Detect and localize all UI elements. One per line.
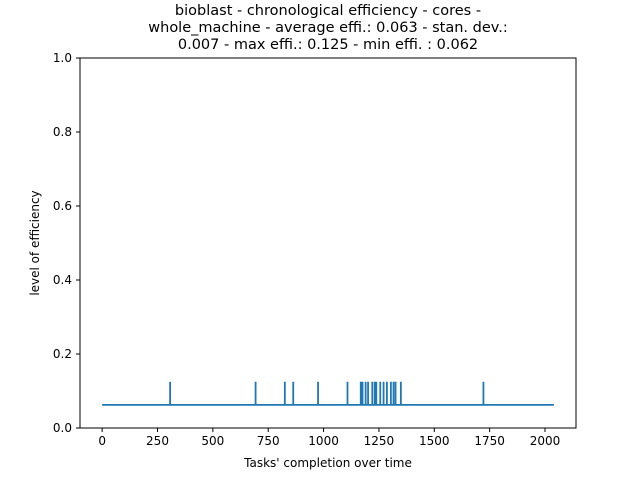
- x-tick-label: 250: [146, 434, 169, 448]
- chart-title-line-2: whole_machine - average effi.: 0.063 - s…: [148, 20, 507, 36]
- x-tick-label: 750: [257, 434, 280, 448]
- chart-title-line-1: bioblast - chronological efficiency - co…: [175, 3, 481, 19]
- x-tick-label: 500: [201, 434, 224, 448]
- y-tick-label: 0.6: [53, 199, 72, 213]
- chart-title: bioblast - chronological efficiency - co…: [148, 3, 507, 53]
- y-tick-label: 0.2: [53, 347, 72, 361]
- y-axis: 0.0 0.2 0.4 0.6 0.8 1.0: [53, 51, 80, 435]
- x-tick-label: 0: [98, 434, 106, 448]
- plot-area: [102, 381, 554, 406]
- x-axis: 0 250 500 750 1000 1250 1500 1750 2000: [98, 428, 560, 448]
- x-tick-label: 1000: [308, 434, 339, 448]
- x-axis-label: Tasks' completion over time: [243, 456, 412, 470]
- y-axis-label: level of efficiency: [28, 190, 42, 295]
- x-tick-label: 2000: [530, 434, 561, 448]
- x-tick-label: 1750: [474, 434, 505, 448]
- series-line-0: [102, 381, 554, 406]
- y-tick-label: 1.0: [53, 51, 72, 65]
- y-tick-label: 0.8: [53, 125, 72, 139]
- x-tick-label: 1250: [364, 434, 395, 448]
- plot-frame: [79, 57, 577, 429]
- chart-title-line-3: 0.007 - max effi.: 0.125 - min effi. : 0…: [178, 37, 478, 53]
- x-tick-label: 1500: [419, 434, 450, 448]
- y-tick-label: 0.0: [53, 421, 72, 435]
- y-tick-label: 0.4: [53, 273, 72, 287]
